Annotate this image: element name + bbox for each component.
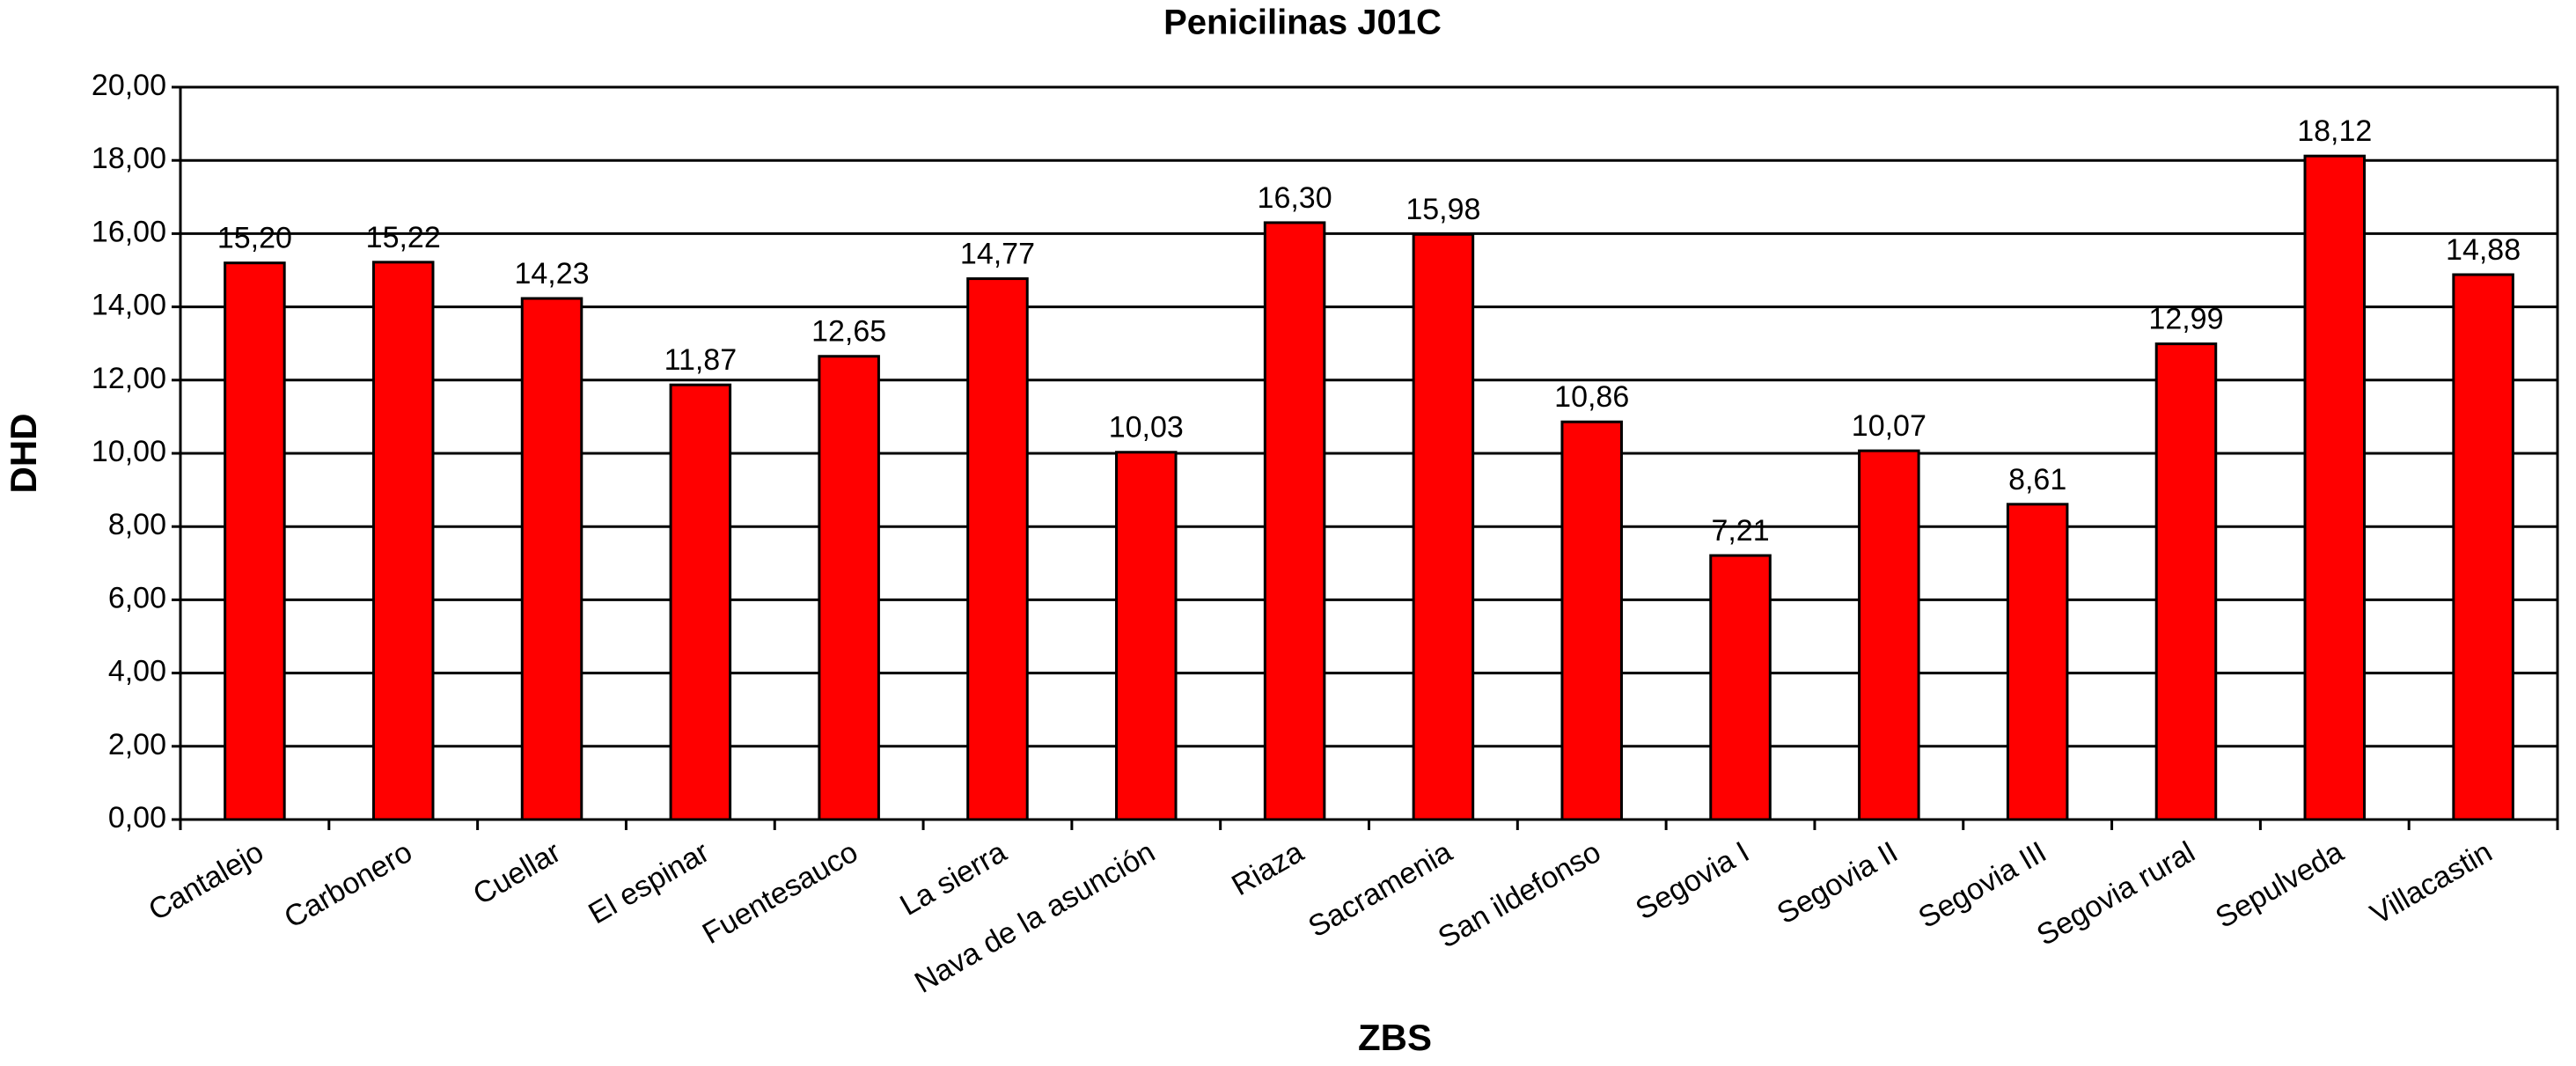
value-label: 15,20 <box>217 222 292 255</box>
x-axis-title: ZBS <box>1358 1017 1432 1058</box>
x-tick-label: Segovia I <box>1630 835 1755 927</box>
chart-title: Penicilinas J01C <box>1163 4 1442 42</box>
bar <box>2154 342 2218 821</box>
x-tick-label: Segovia rural <box>2031 835 2201 952</box>
x-tick-label: Carbonero <box>279 835 418 935</box>
bar <box>2303 154 2367 821</box>
value-label: 7,21 <box>1711 514 1769 548</box>
x-tick-label: La sierra <box>894 835 1012 923</box>
y-tick-label: 20,00 <box>92 69 166 102</box>
x-tick-label: El espinar <box>583 835 715 931</box>
y-tick-label: 4,00 <box>108 655 166 688</box>
y-tick-label: 10,00 <box>92 435 166 468</box>
bar <box>1858 449 1920 821</box>
value-label: 12,65 <box>811 315 886 349</box>
value-label: 8,61 <box>2008 463 2066 496</box>
bar <box>966 277 1029 821</box>
bar <box>2006 503 2069 821</box>
bar <box>1709 554 1772 821</box>
y-tick-label: 2,00 <box>108 728 166 761</box>
y-tick-label: 8,00 <box>108 508 166 541</box>
bar <box>669 383 732 821</box>
bar <box>818 355 880 821</box>
bar <box>224 261 286 821</box>
bar <box>1560 420 1623 821</box>
value-label: 16,30 <box>1258 181 1332 215</box>
value-label: 18,12 <box>2297 114 2372 148</box>
bar <box>2452 273 2514 821</box>
x-tick-label: Villacastin <box>2365 835 2498 931</box>
x-tick-label: Sepulveda <box>2210 835 2349 935</box>
x-tick-label: Riaza <box>1226 835 1309 902</box>
y-tick-label: 12,00 <box>92 362 166 395</box>
value-label: 15,98 <box>1405 193 1480 226</box>
x-tick-label: San ildefonso <box>1433 835 1606 955</box>
x-tick-label: Nava de la asunción <box>909 835 1161 1000</box>
y-axis-title: DHD <box>3 414 44 494</box>
bar <box>1263 221 1326 821</box>
bar <box>371 261 435 821</box>
x-tick-label: Segovia III <box>1913 835 2052 935</box>
y-tick-label: 6,00 <box>108 581 166 614</box>
value-label: 14,23 <box>514 257 589 290</box>
value-label: 12,99 <box>2148 303 2223 336</box>
value-label: 14,88 <box>2446 233 2521 267</box>
value-label: 10,86 <box>1554 380 1629 414</box>
bar <box>1412 232 1475 821</box>
x-tick-label: Cuellar <box>467 835 566 912</box>
value-label: 15,22 <box>366 221 441 254</box>
x-tick-label: Cantalejo <box>143 835 268 928</box>
value-label: 11,87 <box>664 343 738 377</box>
y-tick-label: 18,00 <box>92 142 166 175</box>
bar <box>1115 451 1178 821</box>
value-label: 10,07 <box>1852 409 1926 443</box>
bar <box>520 297 583 821</box>
value-label: 10,03 <box>1109 411 1184 445</box>
x-tick-label: Fuentesauco <box>697 835 863 951</box>
value-label: 14,77 <box>960 238 1035 271</box>
y-tick-label: 0,00 <box>108 801 166 834</box>
y-tick-label: 16,00 <box>92 215 166 248</box>
y-tick-label: 14,00 <box>92 289 166 322</box>
x-tick-label: Segovia II <box>1772 835 1904 931</box>
